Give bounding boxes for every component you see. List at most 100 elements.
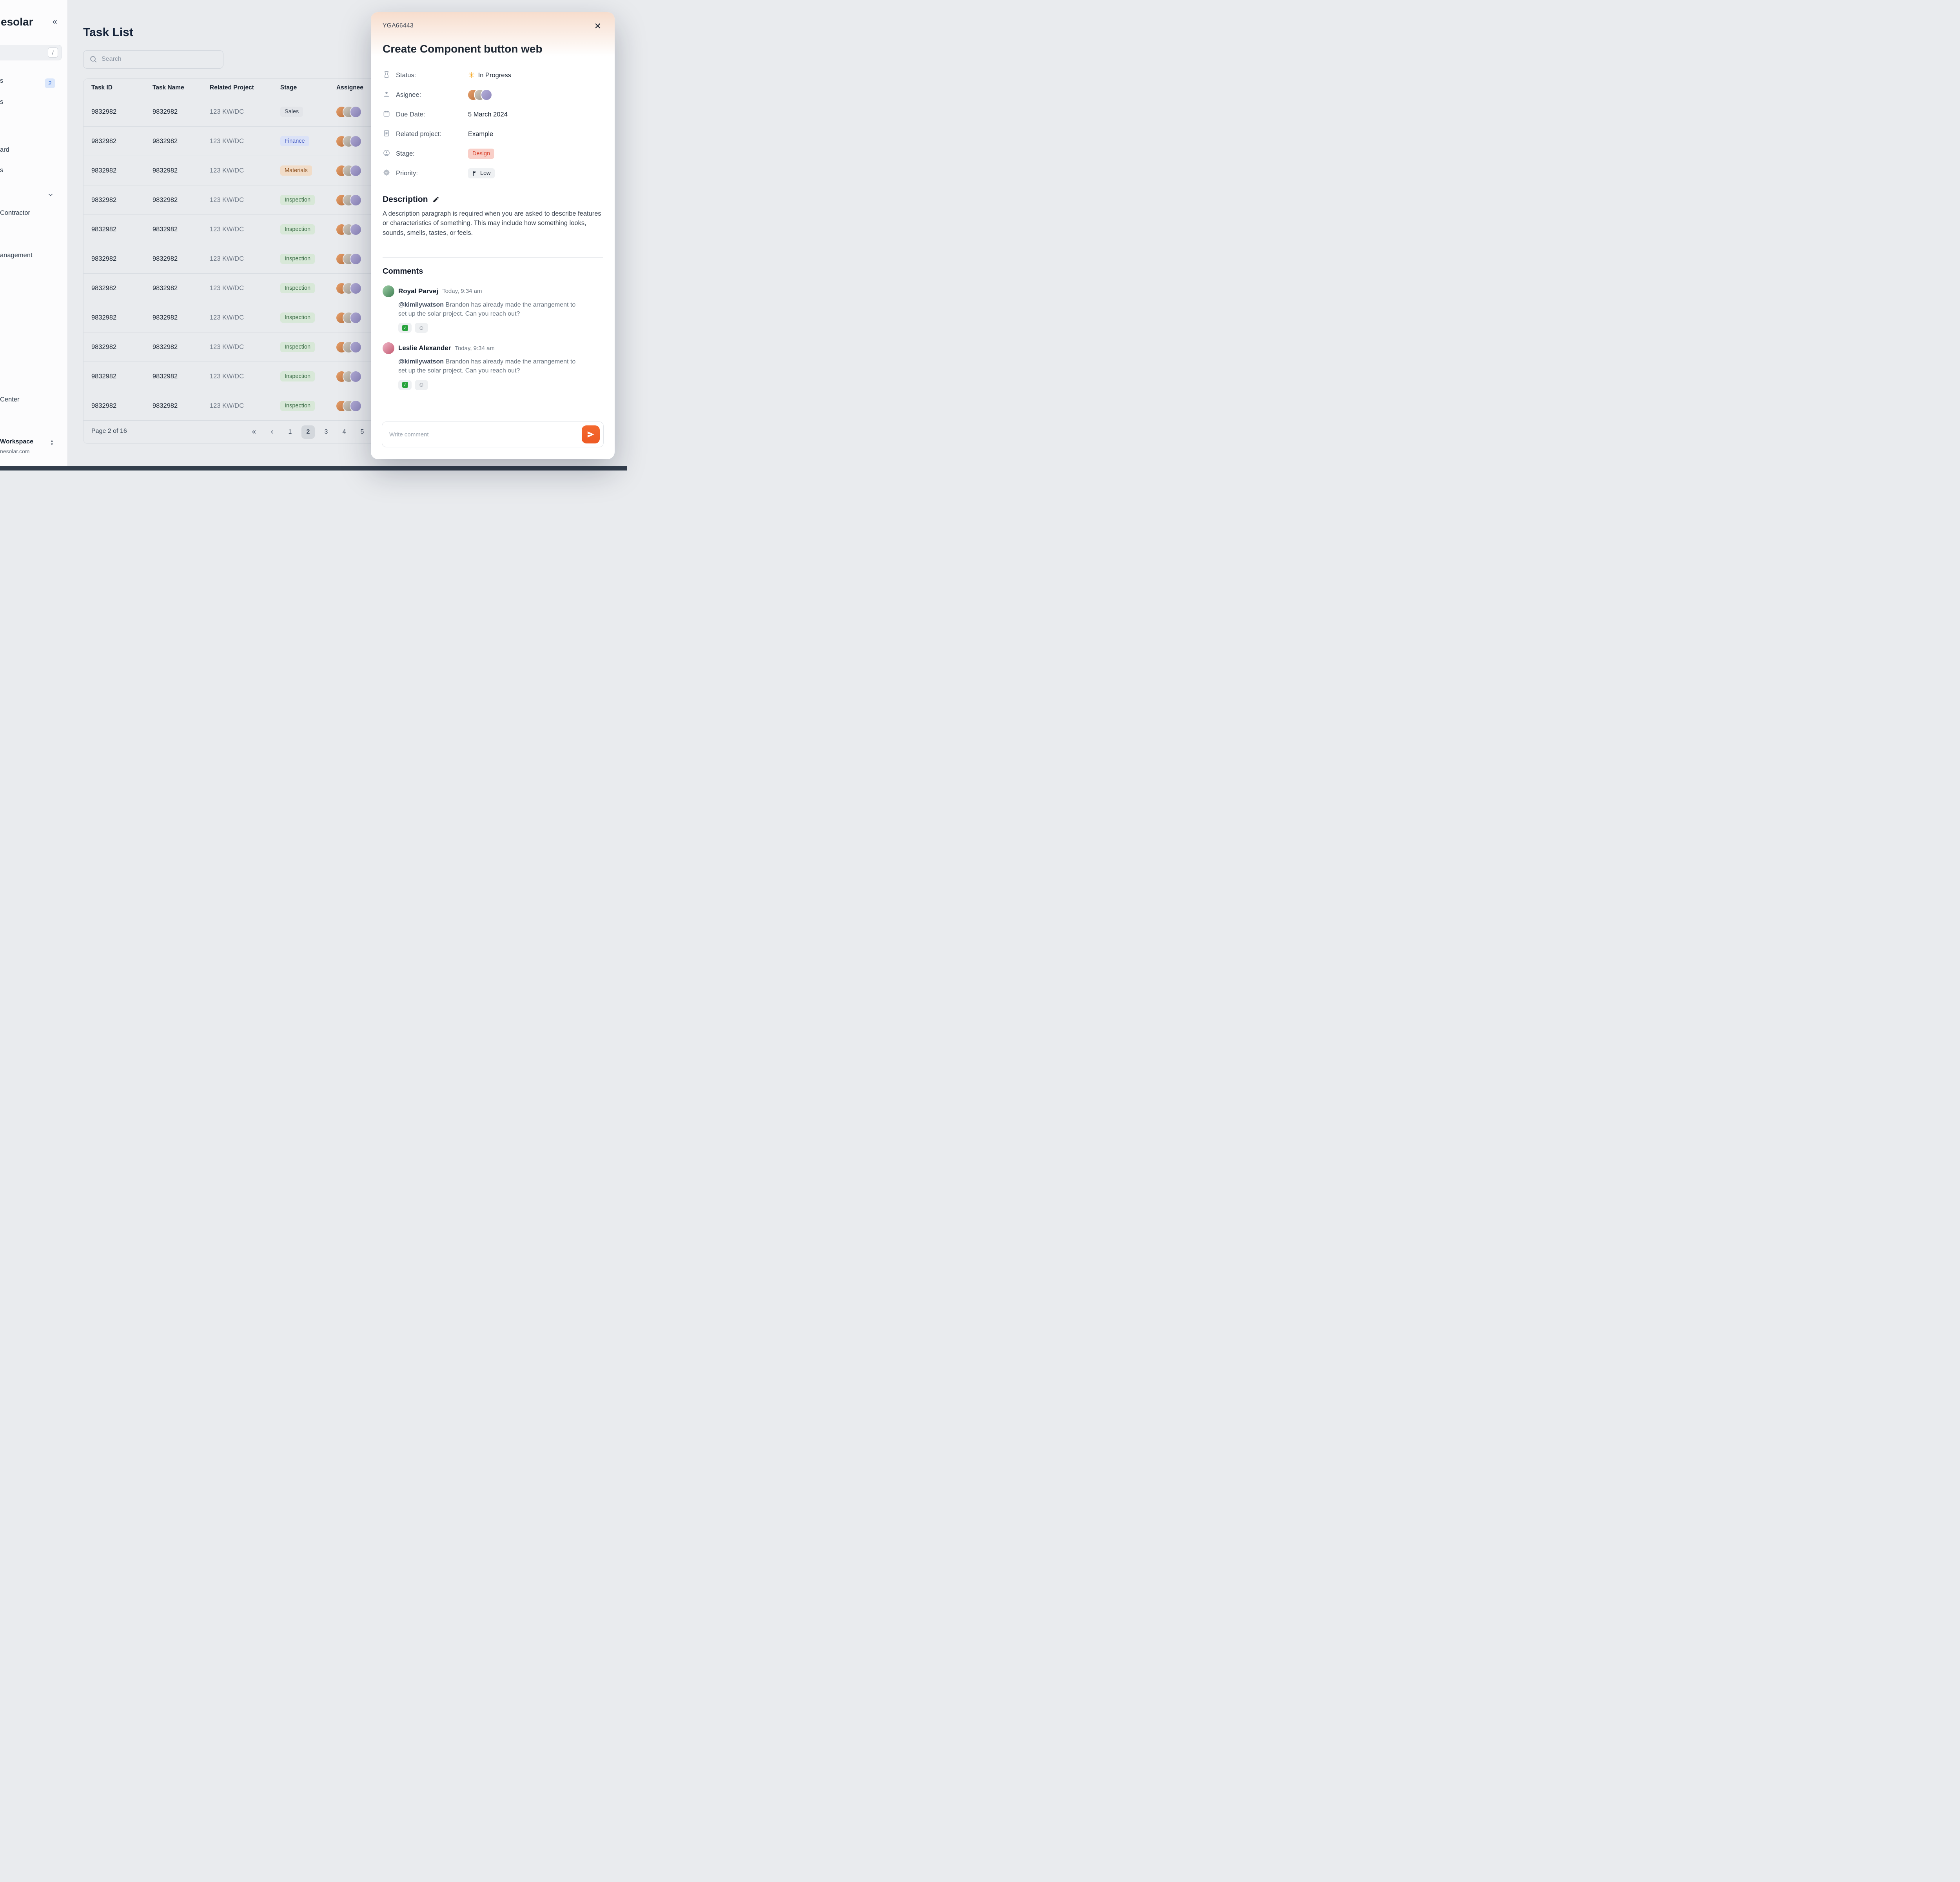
flag-icon <box>473 171 476 176</box>
page-button-5[interactable]: 5 <box>356 425 369 439</box>
sidebar-item-help-center[interactable]: Center <box>0 396 20 403</box>
cell-task-name: 9832982 <box>152 196 178 203</box>
table-row[interactable]: 9832982 9832982 123 KW/DC Materials <box>83 156 534 185</box>
cell-stage: Inspection <box>280 401 336 411</box>
field-assignee: Asignee: <box>383 85 603 105</box>
field-priority-label: Priority: <box>396 169 418 177</box>
field-status-value: In Progress <box>478 71 511 79</box>
field-status-label: Status: <box>396 71 416 79</box>
stage-badge: Inspection <box>280 312 315 323</box>
cell-stage: Inspection <box>280 283 336 293</box>
table-row[interactable]: 9832982 9832982 123 KW/DC Finance <box>83 126 534 156</box>
search-input[interactable] <box>101 51 216 67</box>
cell-stage: Sales <box>280 107 336 117</box>
cell-stage: Finance <box>280 136 336 146</box>
table-row[interactable]: 9832982 9832982 123 KW/DC Inspection <box>83 273 534 303</box>
avatar <box>350 165 361 176</box>
workspace-switcher-icon[interactable]: ▲ ▼ <box>50 439 54 446</box>
table-row[interactable]: 9832982 9832982 123 KW/DC Sales <box>83 97 534 126</box>
sidebar-item-contractor[interactable]: Contractor <box>0 209 31 216</box>
cell-task-id: 9832982 <box>91 167 117 174</box>
cell-assignee-avatars <box>336 312 534 323</box>
sidebar-item-0[interactable]: s <box>0 77 4 84</box>
close-icon[interactable]: ✕ <box>592 21 604 32</box>
slash-shortcut-key: / <box>48 47 58 58</box>
page-button-1[interactable]: 1 <box>283 425 297 439</box>
cell-assignee-avatars <box>336 194 534 205</box>
mention[interactable]: @kimilywatson <box>398 358 444 365</box>
comment-time: Today, 9:34 am <box>455 345 495 352</box>
cell-task-name: 9832982 <box>152 108 178 115</box>
stage-badge: Inspection <box>280 224 315 234</box>
sidebar-item-management[interactable]: anagement <box>0 252 33 259</box>
sidebar-item-2[interactable]: ard <box>0 146 9 153</box>
sidebar-item-3[interactable]: s <box>0 167 4 174</box>
table-row[interactable]: 9832982 9832982 123 KW/DC Inspection <box>83 362 534 391</box>
send-icon <box>587 431 594 438</box>
avatar <box>350 136 361 147</box>
cell-related-project: 123 KW/DC <box>210 196 244 203</box>
comment-time: Today, 9:34 am <box>442 288 482 295</box>
page-button-3[interactable]: 3 <box>319 425 333 439</box>
table-row[interactable]: 9832982 9832982 123 KW/DC Inspection <box>83 185 534 214</box>
cell-task-id: 9832982 <box>91 225 117 233</box>
sidebar-search[interactable]: / <box>0 45 62 60</box>
cell-assignee-avatars <box>336 253 534 264</box>
sidebar-expand-chevron-icon[interactable] <box>47 191 54 200</box>
cell-task-id: 9832982 <box>91 255 117 262</box>
table-row[interactable]: 9832982 9832982 123 KW/DC Inspection <box>83 303 534 332</box>
field-related-project-label: Related project: <box>396 130 441 138</box>
stage-badge: Materials <box>280 165 312 176</box>
cell-stage: Inspection <box>280 224 336 234</box>
cell-task-id: 9832982 <box>91 137 117 145</box>
cell-task-id: 9832982 <box>91 314 117 321</box>
cell-task-name: 9832982 <box>152 343 178 351</box>
check-reaction-button[interactable]: ✓ <box>398 323 412 333</box>
prev-page-button[interactable]: ‹ <box>265 425 279 439</box>
table-row[interactable]: 9832982 9832982 123 KW/DC Inspection <box>83 332 534 362</box>
table-row[interactable]: 9832982 9832982 123 KW/DC Inspection <box>83 391 534 420</box>
edit-description-button[interactable] <box>432 196 439 203</box>
cell-assignee-avatars <box>336 342 534 352</box>
cell-assignee-avatars <box>336 400 534 411</box>
cell-task-id: 9832982 <box>91 284 117 292</box>
app-root: esolar « / s 2 s ard s Contractor anagem… <box>0 0 627 470</box>
comment-text: @kimilywatson Brandon has already made t… <box>398 301 576 317</box>
avatar <box>350 312 361 323</box>
send-comment-button[interactable] <box>582 425 600 443</box>
field-stage-label: Stage: <box>396 150 415 157</box>
field-due-date: Due Date: 5 March 2024 <box>383 105 603 124</box>
first-page-button[interactable]: « <box>247 425 261 439</box>
page-button-4[interactable]: 4 <box>338 425 351 439</box>
comments-heading: Comments <box>383 267 423 276</box>
field-priority: Priority: Low <box>383 163 603 183</box>
cell-related-project: 123 KW/DC <box>210 402 244 409</box>
check-reaction-button[interactable]: ✓ <box>398 380 412 390</box>
comment-author: Leslie Alexander <box>398 344 451 352</box>
cell-task-name: 9832982 <box>152 167 178 174</box>
table-row[interactable]: 9832982 9832982 123 KW/DC Inspection <box>83 214 534 244</box>
comment-text: @kimilywatson Brandon has already made t… <box>398 358 576 374</box>
sidebar: esolar « / s 2 s ard s Contractor anagem… <box>0 0 68 466</box>
add-reaction-button[interactable]: ☺ <box>415 323 428 333</box>
cell-task-name: 9832982 <box>152 402 178 409</box>
field-assignee-label: Asignee: <box>396 91 421 98</box>
search-icon <box>90 56 97 63</box>
add-reaction-button[interactable]: ☺ <box>415 380 428 390</box>
stage-badge: Finance <box>280 136 309 146</box>
table-row[interactable]: 9832982 9832982 123 KW/DC Inspection <box>83 244 534 273</box>
cell-stage: Materials <box>280 165 336 176</box>
app-logo: esolar <box>1 16 33 28</box>
mention[interactable]: @kimilywatson <box>398 301 444 308</box>
comment-input[interactable] <box>388 423 563 445</box>
priority-badge: Low <box>468 168 495 178</box>
sidebar-collapse-icon[interactable]: « <box>52 16 57 26</box>
sidebar-item-1[interactable]: s <box>0 98 4 105</box>
field-due-date-label: Due Date: <box>396 111 425 118</box>
sidebar-item-0-badge: 2 <box>45 78 55 88</box>
avatar <box>350 253 361 264</box>
page-button-2[interactable]: 2 <box>301 425 315 439</box>
